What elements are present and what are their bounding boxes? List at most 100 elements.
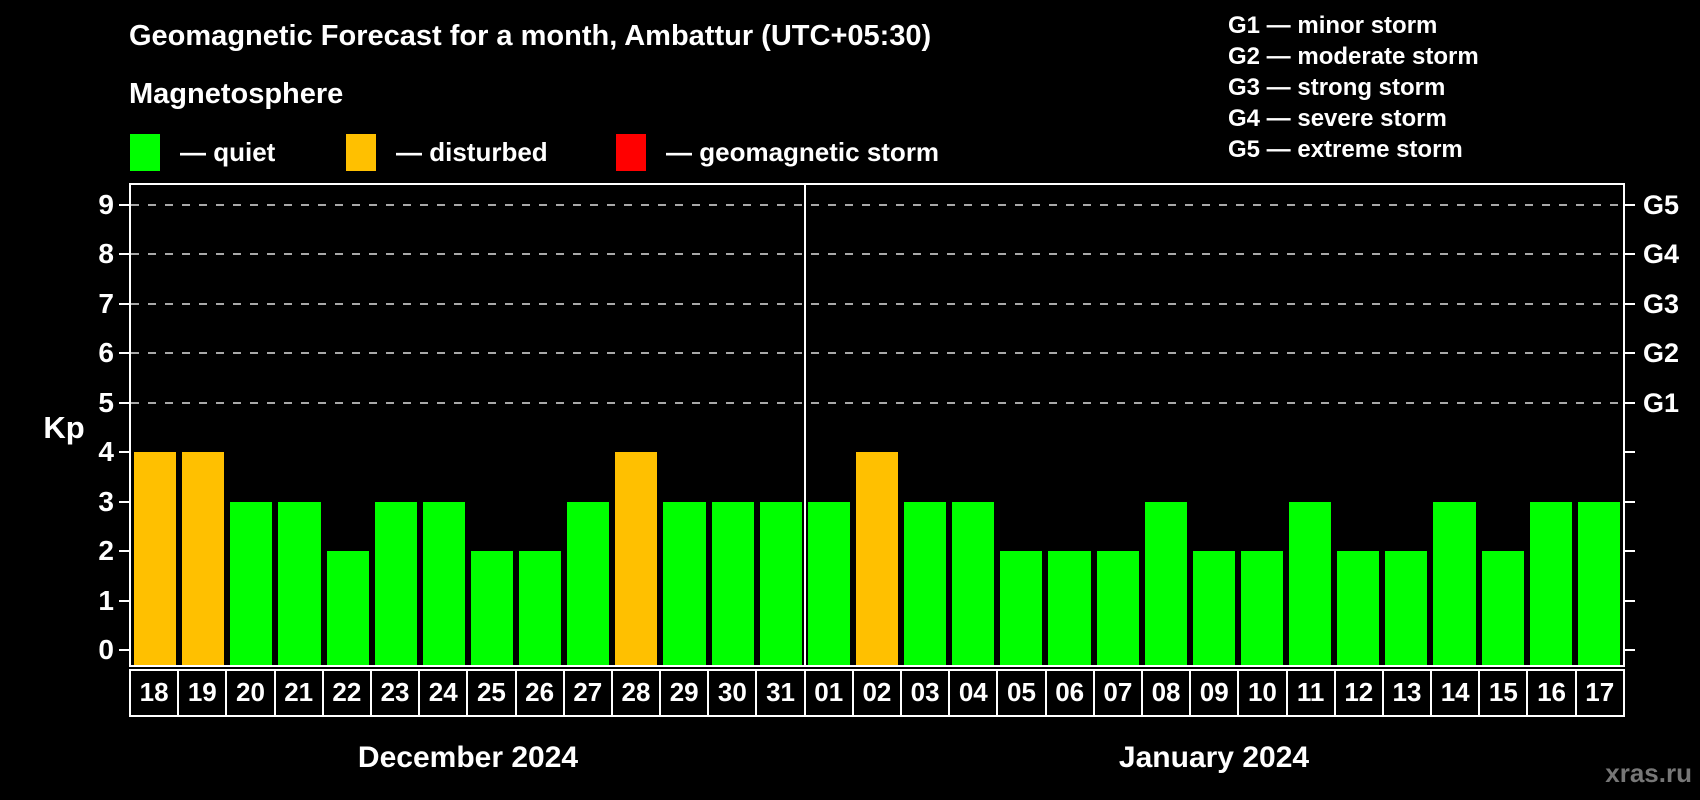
day-label-30: 30 [709, 671, 758, 715]
day-label-04: 04 [950, 671, 999, 715]
y-axis-tick-left [119, 500, 131, 503]
kp-bar-day-27 [567, 501, 610, 665]
storm-scale-item: G2 — moderate storm [1228, 43, 1479, 70]
y-axis-tick-left [119, 649, 131, 652]
magnetosphere-label: Magnetosphere [129, 78, 344, 110]
y-axis-tick-label: 2 [98, 535, 114, 567]
kp-bar-day-04 [952, 501, 995, 665]
storm-scale-item: G1 — minor storm [1228, 12, 1438, 39]
y-axis-tick-label: 8 [98, 238, 114, 270]
kp-bar-day-29 [663, 501, 706, 665]
kp-bar-day-31 [759, 501, 802, 665]
y-axis-tick-right [1623, 451, 1635, 454]
day-label-23: 23 [372, 671, 421, 715]
day-label-18: 18 [131, 671, 180, 715]
day-label-17: 17 [1585, 677, 1615, 707]
y-axis-tick-right [1623, 550, 1635, 553]
day-label-14: 14 [1432, 671, 1481, 715]
kp-bar-day-06 [1048, 551, 1091, 665]
storm-scale-item: G4 — severe storm [1228, 105, 1447, 132]
right-axis-label-g4: G4 [1643, 239, 1680, 270]
day-label-12: 12 [1336, 671, 1384, 715]
kp-bar-day-22 [326, 551, 369, 665]
gridline-kp8 [131, 253, 1623, 256]
storm-scale-legend: G1 — minor storm G2 — moderate storm G3 — … [1228, 10, 1479, 165]
kp-bar-day-13 [1385, 551, 1428, 665]
y-axis-tick-left [119, 352, 131, 355]
kp-bar-day-18 [134, 452, 177, 665]
right-axis-label-g1: G1 [1643, 387, 1680, 418]
y-axis-tick-label: 4 [98, 436, 114, 468]
y-axis-tick-label: 5 [98, 386, 114, 418]
y-axis-tick-right [1623, 253, 1635, 256]
day-label-24: 24 [420, 671, 469, 715]
y-axis-tick-right [1623, 302, 1635, 305]
y-axis-tick-right [1623, 500, 1635, 503]
kp-bar-day-01 [807, 501, 850, 665]
y-axis-tick-label: 6 [98, 337, 114, 369]
y-axis-tick-label: 9 [98, 188, 114, 220]
day-label-02: 02 [854, 671, 902, 715]
day-label-13: 13 [1384, 671, 1433, 715]
kp-bar-day-21 [278, 501, 321, 665]
day-label-28: 28 [613, 671, 662, 715]
right-axis-label-g2: G2 [1643, 338, 1680, 369]
storm-scale-item: G3 — strong storm [1228, 74, 1446, 101]
y-axis-tick-right [1623, 401, 1635, 404]
watermark: xras.ru [1605, 758, 1692, 788]
y-axis-tick-right [1623, 203, 1635, 206]
gridline-kp5 [131, 401, 1623, 404]
y-axis-tick-left [119, 401, 131, 404]
chart-title: Geomagnetic Forecast for a month, Ambatt… [129, 20, 932, 52]
legend-label-storm: — geomagnetic storm [666, 137, 940, 167]
day-label-21: 21 [276, 671, 324, 715]
plot-area [129, 183, 1625, 667]
day-label-29: 29 [661, 671, 710, 715]
day-label-25: 25 [468, 671, 517, 715]
kp-bar-day-26 [519, 551, 562, 665]
y-axis-tick-left [119, 203, 131, 206]
month-label-december: December 2024 [357, 741, 579, 774]
day-label-01: 01 [806, 671, 854, 715]
day-label-26: 26 [517, 671, 565, 715]
kp-bar-day-30 [711, 501, 754, 665]
kp-bar-day-23 [374, 501, 417, 665]
y-axis-tick-right [1623, 352, 1635, 355]
y-axis-title: Kp [43, 410, 85, 445]
day-label-05: 05 [998, 671, 1047, 715]
y-axis-tick-left [119, 253, 131, 256]
day-label-11: 11 [1288, 671, 1336, 715]
y-axis-tick-left [119, 451, 131, 454]
kp-bar-day-07 [1096, 551, 1139, 665]
y-axis-tick-label: 3 [98, 485, 114, 517]
day-axis-strip: 18 19 20 21 22 23 24 25 26 27 28 29 30 31 01 02 03 04 05 06… [129, 669, 1625, 717]
day-label-03: 03 [902, 671, 951, 715]
legend-label-quiet: — quiet [180, 137, 276, 167]
day-label-22: 22 [324, 671, 372, 715]
right-axis-label-g3: G3 [1643, 288, 1680, 319]
y-axis-tick-right [1623, 649, 1635, 652]
legend-swatch-storm [616, 134, 646, 171]
day-label-15: 15 [1480, 671, 1529, 715]
gridline-kp7 [131, 302, 1623, 305]
kp-bar-day-19 [182, 452, 225, 665]
y-axis-tick-right [1623, 599, 1635, 602]
day-label-09: 09 [1191, 671, 1240, 715]
day-label-20: 20 [227, 671, 276, 715]
legend-label-disturbed: — disturbed [396, 137, 548, 167]
y-axis-tick-label: 1 [98, 584, 114, 616]
legend-swatch-quiet [130, 134, 160, 171]
kp-bar-day-15 [1481, 551, 1524, 665]
day-label-08: 08 [1143, 671, 1192, 715]
kp-bar-day-25 [470, 551, 514, 665]
right-axis-label-g5: G5 [1643, 189, 1680, 220]
kp-bar-day-12 [1337, 551, 1380, 665]
storm-scale-item: G5 — extreme storm [1228, 136, 1463, 163]
kp-bar-day-03 [904, 501, 947, 665]
kp-bar-day-28 [615, 452, 658, 665]
kp-bar-day-17 [1577, 501, 1620, 665]
kp-bar-day-24 [422, 501, 465, 665]
kp-bar-day-09 [1192, 551, 1235, 665]
gridline-kp6 [131, 352, 1623, 355]
